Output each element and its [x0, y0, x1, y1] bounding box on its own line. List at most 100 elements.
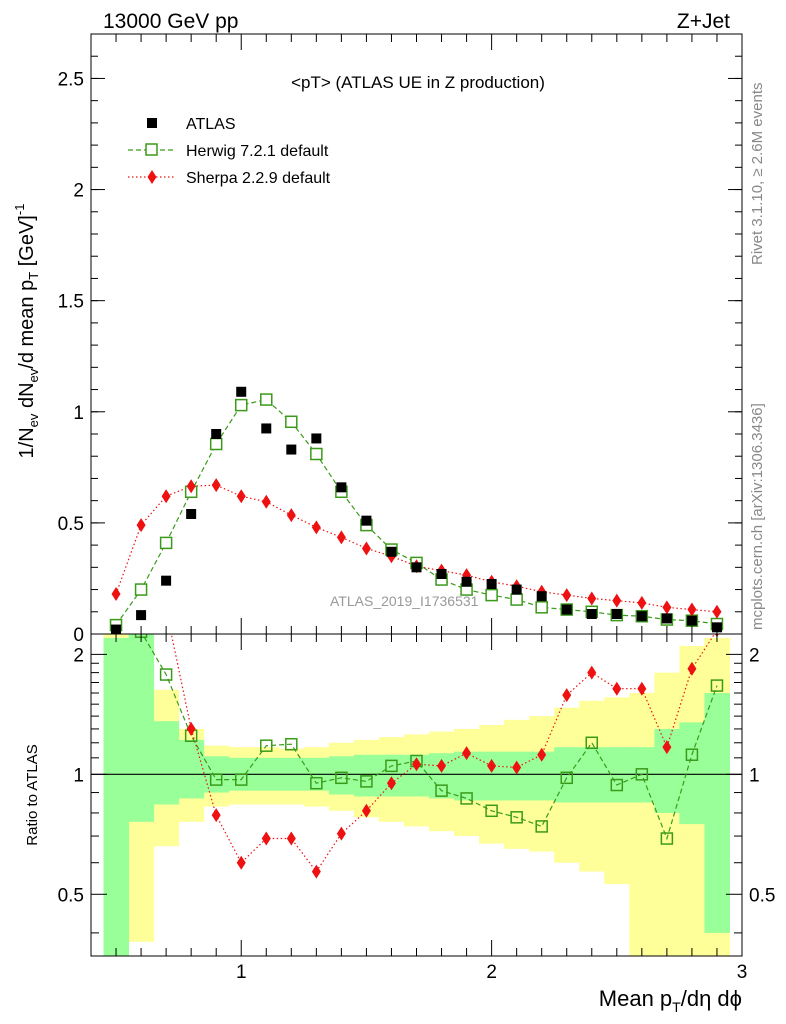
ratio-sherpa-point	[112, 489, 121, 503]
sherpa-point	[562, 588, 572, 603]
ratio-y-tick-label-left: 2	[73, 645, 84, 666]
ratio-plot-data	[91, 489, 742, 956]
herwig-point	[234, 398, 248, 412]
mcplots-label: mcplots.cern.ch [arXiv:1306.3436]	[749, 403, 766, 630]
atlas-point	[311, 433, 322, 444]
atlas-point	[511, 584, 522, 595]
ratio-inner-band	[178, 739, 205, 799]
sherpa-point	[587, 591, 597, 606]
atlas-point	[411, 562, 422, 573]
atlas-point	[386, 546, 397, 557]
atlas-point	[286, 444, 297, 455]
ratio-herwig-point	[310, 776, 323, 790]
ratio-sherpa-point	[386, 776, 396, 791]
ratio-sherpa-point	[336, 826, 346, 841]
ratio-sherpa-point	[537, 747, 547, 762]
ratio-y-tick-label-left: 1	[73, 765, 84, 786]
ratio-herwig-point	[234, 773, 248, 786]
ratio-herwig-point	[460, 792, 473, 805]
ratio-herwig-point	[159, 668, 173, 681]
atlas-point	[161, 575, 172, 586]
ratio-inner-band	[128, 634, 155, 822]
main-y-tick-label: 1.5	[58, 292, 84, 313]
ratio-inner-band	[103, 637, 130, 956]
ratio-sherpa-point	[311, 864, 321, 879]
main-plot-axes: 0 0.5 1 1.5 2 2.5	[58, 33, 743, 646]
atlas-point	[136, 610, 147, 621]
legend-label-atlas: ATLAS	[186, 116, 236, 133]
herwig-point	[510, 593, 523, 606]
sherpa-point	[261, 494, 271, 509]
ratio-sherpa-point	[437, 758, 447, 773]
ratio-herwig-point	[260, 739, 273, 752]
ratio-sherpa-point	[462, 746, 472, 761]
x-tick-label: 1	[236, 962, 247, 983]
sherpa-point	[336, 530, 346, 545]
sherpa-point	[186, 479, 196, 494]
herwig-point	[485, 588, 498, 602]
main-y-tick-label: 2	[73, 181, 84, 202]
ratio-sherpa-point	[162, 602, 171, 616]
herwig-point	[159, 536, 173, 550]
ratio-sherpa-point	[211, 808, 221, 823]
ratio-herwig-point	[535, 820, 548, 833]
ratio-y-tick-label-left: 0.5	[58, 885, 84, 906]
sherpa-point	[311, 520, 321, 535]
ratio-y-axis-label: Ratio to ATLAS	[24, 744, 41, 845]
atlas-point	[536, 591, 547, 602]
legend-entry-sherpa: Sherpa 2.2.9 default	[128, 170, 331, 187]
ratio-sherpa-point	[562, 688, 572, 703]
herwig-point	[310, 447, 323, 461]
main-y-tick-label: 1	[73, 403, 84, 424]
atlas-point	[461, 576, 472, 587]
ratio-herwig-point	[285, 737, 298, 751]
atlas-point	[586, 609, 597, 619]
sherpa-point	[712, 604, 722, 619]
ratio-y-tick-label-right: 2	[749, 645, 760, 666]
x-tick-label: 2	[486, 962, 497, 983]
ratio-inner-band	[479, 751, 505, 801]
sherpa-point	[612, 593, 622, 608]
legend-marker-sherpa	[147, 170, 157, 184]
atlas-point	[336, 482, 347, 493]
main-y-axis-label: 1/Nev dNev/d mean pT [GeV]-1	[12, 204, 41, 459]
atlas-point	[486, 579, 497, 589]
ratio-herwig-point	[685, 748, 699, 761]
herwig-point	[209, 437, 223, 451]
atlas-point	[361, 515, 372, 526]
atlas-point	[186, 509, 197, 519]
ratio-sherpa-point	[186, 721, 196, 736]
chart-title: <pT> (ATLAS UE in Z production)	[291, 73, 545, 92]
ratio-herwig-point	[435, 784, 448, 797]
atlas-point	[611, 609, 622, 619]
herwig-line	[115, 398, 718, 626]
legend-marker-atlas	[147, 118, 157, 128]
header-left: 13000 GeV pp	[103, 10, 238, 33]
ratio-herwig-point	[635, 768, 649, 781]
ratio-inner-band	[153, 721, 180, 805]
ratio-inner-band	[704, 692, 730, 933]
header-right: Z+Jet	[677, 10, 730, 33]
herwig-point	[260, 393, 273, 406]
ratio-herwig-point	[209, 773, 223, 786]
sherpa-point	[286, 508, 296, 523]
herwig-point	[134, 583, 148, 596]
main-y-tick-label: 0.5	[58, 514, 84, 535]
rivet-label: Rivet 3.1.10, ≥ 2.6M events	[749, 83, 766, 266]
sherpa-point	[236, 489, 246, 504]
ratio-sherpa-point	[361, 803, 371, 818]
ratio-herwig-point	[610, 778, 624, 792]
sherpa-point	[662, 600, 672, 615]
sherpa-point	[161, 489, 171, 504]
main-y-tick-label: 2.5	[58, 69, 84, 90]
analysis-label: ATLAS_2019_I1736531	[330, 593, 479, 609]
ratio-herwig-point	[710, 679, 724, 692]
ratio-sherpa-point	[512, 760, 522, 775]
ratio-sherpa-point	[637, 681, 647, 696]
x-tick-label: 3	[737, 962, 748, 983]
ratio-sherpa-point	[687, 661, 697, 676]
atlas-point	[636, 611, 647, 622]
ratio-herwig-point	[335, 771, 348, 785]
ratio-herwig-point	[485, 804, 498, 818]
